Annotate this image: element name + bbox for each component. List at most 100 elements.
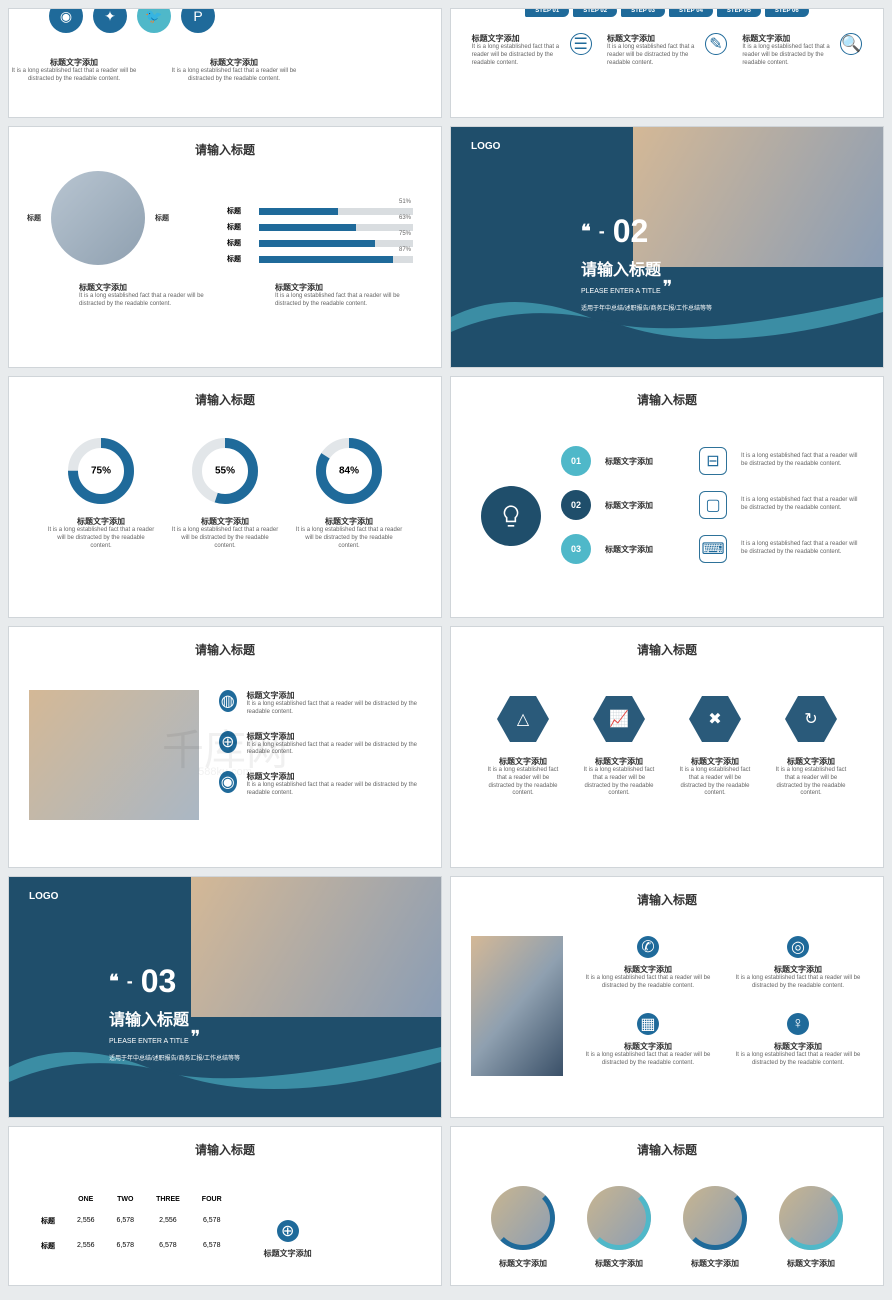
item-label: 标题文字添加 bbox=[9, 57, 139, 68]
item-desc: It is a long established fact that a rea… bbox=[741, 453, 861, 469]
item-label: 标题文字添加 bbox=[247, 731, 421, 742]
table-header: ONE bbox=[67, 1192, 105, 1207]
item-desc: It is a long established fact that a rea… bbox=[675, 767, 755, 798]
item-label: 标题文字添加 bbox=[169, 57, 299, 68]
circle-icon: ☰ bbox=[570, 33, 592, 55]
slide-bars: 请输入标题 标题 标题 标题51%标题63%标题75%标题87% 标题文字添加 … bbox=[8, 126, 442, 368]
table-header: TWO bbox=[107, 1192, 145, 1207]
item-label: 标题文字添加 bbox=[170, 516, 280, 527]
table-header: THREE bbox=[146, 1192, 190, 1207]
item-desc: It is a long established fact that a rea… bbox=[733, 1052, 863, 1068]
number-circle: 01 bbox=[561, 446, 591, 476]
donut-chart: 55% bbox=[190, 436, 260, 506]
side-label: 标题 bbox=[27, 213, 41, 223]
table-header: FOUR bbox=[192, 1192, 232, 1207]
section-desc: 适用于年中总结/述职报告/商务汇报/工作总结等等 bbox=[109, 1053, 240, 1062]
branch-list: 01标题文字添加⊟It is a long established fact t… bbox=[541, 446, 863, 578]
circle-icon: 🔍 bbox=[840, 33, 862, 55]
item-desc: It is a long established fact that a rea… bbox=[741, 497, 861, 513]
hexagon-row: △标题文字添加It is a long established fact tha… bbox=[451, 666, 883, 798]
step-pill: STEP 04 bbox=[669, 8, 713, 17]
circle-photo-row: 标题文字添加标题文字添加标题文字添加标题文字添加 bbox=[451, 1166, 883, 1269]
bar-fill bbox=[259, 240, 375, 247]
slide-title: 请输入标题 bbox=[451, 627, 883, 666]
hexagon-icon: △ bbox=[497, 696, 549, 742]
item-label: 标题文字添加 bbox=[742, 33, 832, 44]
section-subtitle: PLEASE ENTER A TITLE bbox=[581, 288, 661, 295]
text-block: 标题文字添加 It is a long established fact tha… bbox=[9, 57, 139, 84]
text-block: 标题文字添加 It is a long established fact tha… bbox=[275, 282, 411, 309]
item-desc: It is a long established fact that a rea… bbox=[771, 767, 851, 798]
text-block: 标题文字添加 It is a long established fact tha… bbox=[79, 282, 215, 309]
slide-photo-list: 请输入标题 ◍标题文字添加It is a long established fa… bbox=[8, 626, 442, 868]
step-pill: STEP 01 bbox=[525, 8, 569, 17]
step-pill: STEP 02 bbox=[573, 8, 617, 17]
hexagon-icon: ↻ bbox=[785, 696, 837, 742]
donut-percent: 84% bbox=[339, 466, 359, 477]
slide-title: 请输入标题 bbox=[9, 1127, 441, 1166]
item-label: 标题文字添加 bbox=[247, 690, 421, 701]
item-desc: It is a long established fact that a rea… bbox=[741, 541, 861, 557]
logo-text: LOGO bbox=[471, 141, 500, 152]
donut-percent: 75% bbox=[91, 466, 111, 477]
number-circle: 02 bbox=[561, 490, 591, 520]
outline-icon: ⊟ bbox=[699, 447, 727, 475]
slide-four-circles: 请输入标题 标题文字添加标题文字添加标题文字添加标题文字添加 bbox=[450, 1126, 884, 1286]
circle-icon: ▦ bbox=[637, 1013, 659, 1035]
side-label: 标题 bbox=[155, 213, 169, 223]
item-label: 标题文字添加 bbox=[733, 1041, 863, 1052]
circle-icon: ✆ bbox=[637, 936, 659, 958]
photo-circle bbox=[51, 171, 145, 265]
item-desc: It is a long established fact that a rea… bbox=[472, 44, 562, 67]
item-desc: It is a long established fact that a rea… bbox=[247, 701, 421, 717]
bar-label: 标题 bbox=[227, 222, 251, 232]
slide-title: 请输入标题 bbox=[451, 1127, 883, 1166]
step-pill: STEP 06 bbox=[765, 8, 809, 17]
slide-table: 请输入标题 ONETWOTHREEFOUR 标题2,5566,5782,5566… bbox=[8, 1126, 442, 1286]
outline-icon: ⌨ bbox=[699, 535, 727, 563]
slide-social-icons: ◉✦🐦P 标题文字添加 It is a long established fac… bbox=[8, 8, 442, 118]
plus-icon: ⊕ bbox=[277, 1220, 299, 1242]
circle-photo bbox=[491, 1186, 555, 1250]
circle-icon: ◍ bbox=[219, 690, 237, 712]
item-desc: It is a long established fact that a rea… bbox=[275, 293, 411, 309]
rect-photo bbox=[29, 690, 199, 820]
hexagon-icon: 📈 bbox=[593, 696, 645, 742]
slide-title: 请输入标题 bbox=[9, 127, 441, 166]
item-desc: It is a long established fact that a rea… bbox=[583, 1052, 713, 1068]
item-desc: It is a long established fact that a rea… bbox=[733, 975, 863, 991]
item-label: 标题文字添加 bbox=[264, 1248, 312, 1259]
circle-icon: ✎ bbox=[705, 33, 727, 55]
quote-icon: ❝ bbox=[581, 226, 591, 237]
item-desc: It is a long established fact that a rea… bbox=[9, 68, 139, 84]
table-row: 标题2,5566,5786,5786,578 bbox=[31, 1234, 232, 1257]
bar-percent: 51% bbox=[399, 199, 411, 205]
outline-icon: ▢ bbox=[699, 491, 727, 519]
bar-track: 51% bbox=[259, 208, 413, 215]
icon-grid: ✆标题文字添加It is a long established fact tha… bbox=[583, 936, 863, 1076]
slide-title: 请输入标题 bbox=[9, 377, 441, 416]
item-desc: It is a long established fact that a rea… bbox=[483, 767, 563, 798]
slide-title: 请输入标题 bbox=[9, 627, 441, 666]
social-circle-row: ◉✦🐦P bbox=[49, 8, 441, 33]
quote-icon: ❞ bbox=[663, 277, 673, 297]
item-label: 标题文字添加 bbox=[579, 756, 659, 767]
circle-photo bbox=[587, 1186, 651, 1250]
item-desc: It is a long established fact that a rea… bbox=[79, 293, 215, 309]
item-label: 标题文字添加 bbox=[675, 756, 755, 767]
bar-label: 标题 bbox=[227, 206, 251, 216]
hexagon-icon: ✖ bbox=[689, 696, 741, 742]
slide-donuts: 请输入标题 75% 标题文字添加It is a long established … bbox=[8, 376, 442, 618]
circular-photo-block: 标题 标题 bbox=[27, 166, 217, 270]
item-label: 标题文字添加 bbox=[483, 1258, 563, 1269]
item-label: 标题文字添加 bbox=[771, 756, 851, 767]
slide-section-02: LOGO ❝- 02 请输入标题 PLEASE ENTER A TITLE ❞ … bbox=[450, 126, 884, 368]
bar-percent: 75% bbox=[399, 231, 411, 237]
item-label: 标题文字添加 bbox=[675, 1258, 755, 1269]
slide-bulb-branches: 请输入标题 01标题文字添加⊟It is a long established … bbox=[450, 376, 884, 618]
bar-label: 标题 bbox=[227, 254, 251, 264]
circle-icon: ◉ bbox=[219, 771, 237, 793]
slide-grid-icons: 请输入标题 ✆标题文字添加It is a long established fa… bbox=[450, 876, 884, 1118]
item-desc: It is a long established fact that a rea… bbox=[170, 527, 280, 550]
data-table: ONETWOTHREEFOUR 标题2,5566,5782,5566,578标题… bbox=[29, 1190, 234, 1259]
